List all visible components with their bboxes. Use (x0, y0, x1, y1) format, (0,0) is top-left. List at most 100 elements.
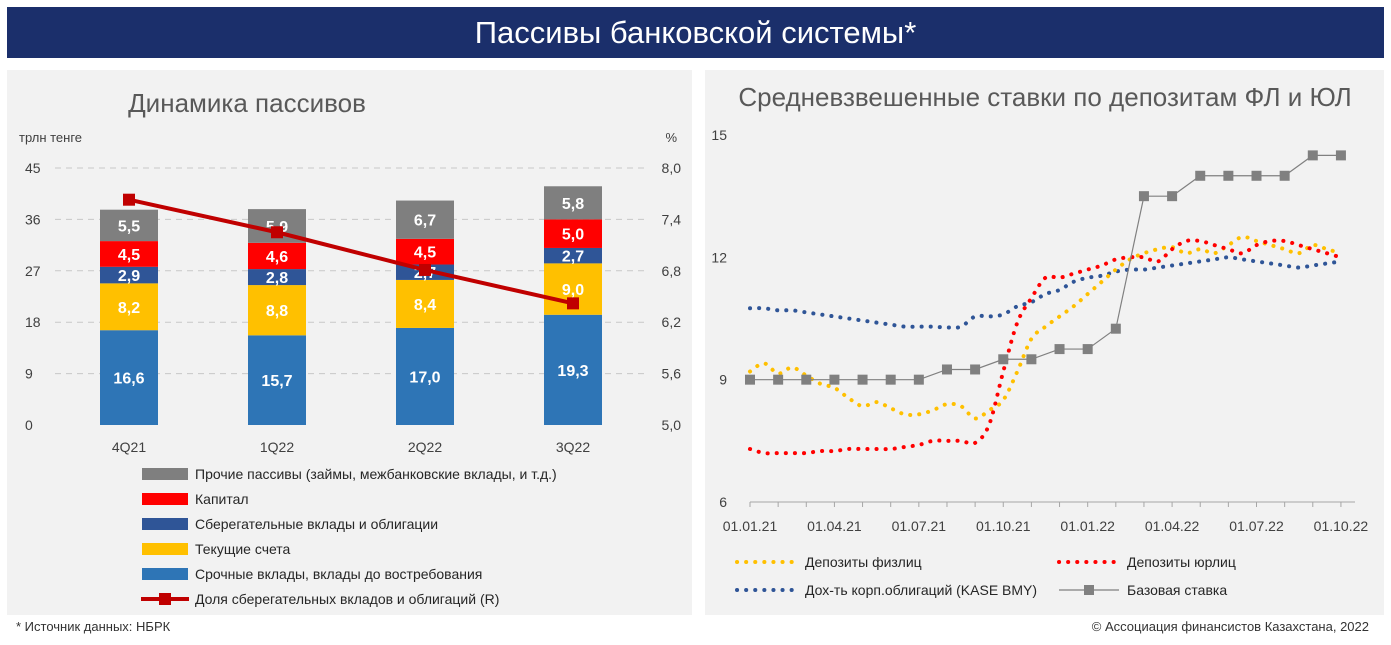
base-rate-point (1307, 150, 1318, 161)
share-point (123, 193, 135, 206)
base-rate-point (913, 374, 924, 385)
bar-data-label: 5,0 (562, 227, 584, 244)
base-rate-point (829, 374, 840, 385)
legend-label: Прочие пассивы (займы, межбанковские вкл… (195, 466, 557, 482)
base-rate-point (801, 374, 812, 385)
x-tick-label: 2Q22 (408, 439, 442, 455)
x-tick-label: 01.01.21 (723, 518, 778, 534)
legend-label: Дох-ть корп.облигаций (KASE BMY) (805, 582, 1037, 598)
base-rate-point (1138, 191, 1149, 202)
base-rate-point (970, 364, 981, 375)
bar-data-label: 9,0 (562, 282, 584, 299)
bar-data-label: 15,7 (261, 373, 292, 390)
base-rate-point (885, 374, 896, 385)
bar-data-label: 5,8 (562, 196, 584, 213)
bar-segment (396, 200, 454, 239)
x-tick-label: 01.10.22 (1314, 518, 1369, 534)
y2-tick-label: 5,0 (662, 417, 682, 433)
bar-segment (100, 241, 158, 267)
base-rate-point (1335, 150, 1346, 161)
bar-segment (100, 266, 158, 284)
base-rate-point (1195, 170, 1206, 181)
y-tick-label: 0 (25, 417, 33, 433)
bar-data-label: 2,7 (562, 249, 584, 266)
base-rate-point (941, 364, 952, 375)
bar-data-label: 5,5 (118, 218, 140, 235)
legend-label: Срочные вклады, вклады до востребования (195, 566, 482, 582)
legend-swatch (142, 468, 188, 480)
bar-segment (544, 219, 602, 248)
y2-tick-label: 7,4 (662, 211, 682, 227)
base-rate-point (773, 374, 784, 385)
y2-tick-label: 6,8 (662, 263, 682, 279)
bar-segment (100, 330, 158, 425)
bar-data-label: 8,8 (266, 303, 288, 320)
bar-data-label: 2,8 (266, 270, 288, 287)
base-rate-point (1279, 170, 1290, 181)
legend-label: Текущие счета (195, 541, 291, 557)
x-tick-label: 01.07.22 (1229, 518, 1284, 534)
share-line (128, 197, 574, 306)
x-tick-label: 01.10.21 (976, 518, 1031, 534)
base-rate-point (745, 374, 755, 385)
y-tick-label: 18 (25, 314, 41, 330)
base-rate-point (1251, 170, 1262, 181)
y-tick-label: 6 (719, 494, 727, 510)
bar-data-label: 6,7 (414, 213, 436, 230)
base-rate-point (1082, 344, 1093, 355)
legend-label: Сберегательные вклады и облигации (195, 516, 438, 532)
share-point (567, 297, 579, 310)
bar-segment (396, 327, 454, 425)
bar-segment (100, 283, 158, 331)
bar-segment (544, 314, 602, 425)
bar-segment (396, 238, 454, 265)
bar-segment (396, 279, 454, 328)
bar-data-label: 17,0 (409, 369, 440, 386)
chart-title: Средневзвешенные ставки по депозитам ФЛ … (738, 82, 1351, 112)
chart-title: Динамика пассивов (128, 88, 366, 118)
rate-series-line (748, 238, 1343, 456)
base-rate-point (998, 354, 1009, 365)
bar-data-label: 8,2 (118, 300, 140, 317)
bar-segment (544, 186, 602, 220)
copyright-note: © Ассоциация финансистов Казахстана, 202… (1091, 619, 1369, 634)
legend-swatch (142, 543, 188, 555)
bar-data-label: 4,6 (266, 249, 288, 266)
base-rate-point (1054, 344, 1065, 355)
source-note: * Источник данных: НБРК (16, 619, 171, 634)
share-point (271, 226, 283, 239)
legend-swatch (142, 518, 188, 530)
bar-segment (248, 269, 306, 286)
bar-data-label: 4,5 (414, 245, 436, 262)
x-tick-label: 01.01.22 (1060, 518, 1115, 534)
base-rate-point (1026, 354, 1037, 365)
bar-data-label: 2,9 (118, 268, 140, 285)
base-rate-point (1110, 323, 1121, 334)
x-tick-label: 1Q22 (260, 439, 294, 455)
y-tick-label: 9 (719, 372, 727, 388)
liabilities-chart: Динамика пассивов трлн тенге % 0 9 18 27 36 45 5,… (19, 88, 682, 607)
legend-label: Базовая ставка (1127, 582, 1227, 598)
base-rate-point (1167, 191, 1178, 202)
y-tick-label: 27 (25, 263, 41, 279)
x-tick-label: 01.04.21 (807, 518, 862, 534)
bar-segment (248, 242, 306, 270)
share-point (419, 263, 431, 276)
y2-axis-label: % (665, 130, 677, 145)
rates-chart: Средневзвешенные ставки по депозитам ФЛ … (711, 82, 1369, 598)
rate-series-line (748, 234, 1343, 421)
bar-data-label: 16,6 (113, 371, 144, 388)
y-tick-label: 12 (711, 249, 727, 265)
legend-swatch-marker (1084, 585, 1094, 595)
y2-tick-label: 8,0 (662, 160, 682, 176)
y-tick-label: 9 (25, 366, 33, 382)
legend-label: Депозиты юрлиц (1127, 554, 1236, 570)
x-tick-label: 3Q22 (556, 439, 590, 455)
y2-tick-label: 6,2 (662, 314, 682, 330)
liabilities-chart-panel: Динамика пассивов трлн тенге% 0 9 18 27 36 45 5,… (7, 70, 692, 615)
base-rate-point (1223, 170, 1234, 181)
x-tick-label: 01.04.22 (1145, 518, 1200, 534)
legend-label: Депозиты физлиц (805, 554, 922, 570)
base-rate-point (857, 374, 868, 385)
bar-segment (544, 247, 602, 264)
